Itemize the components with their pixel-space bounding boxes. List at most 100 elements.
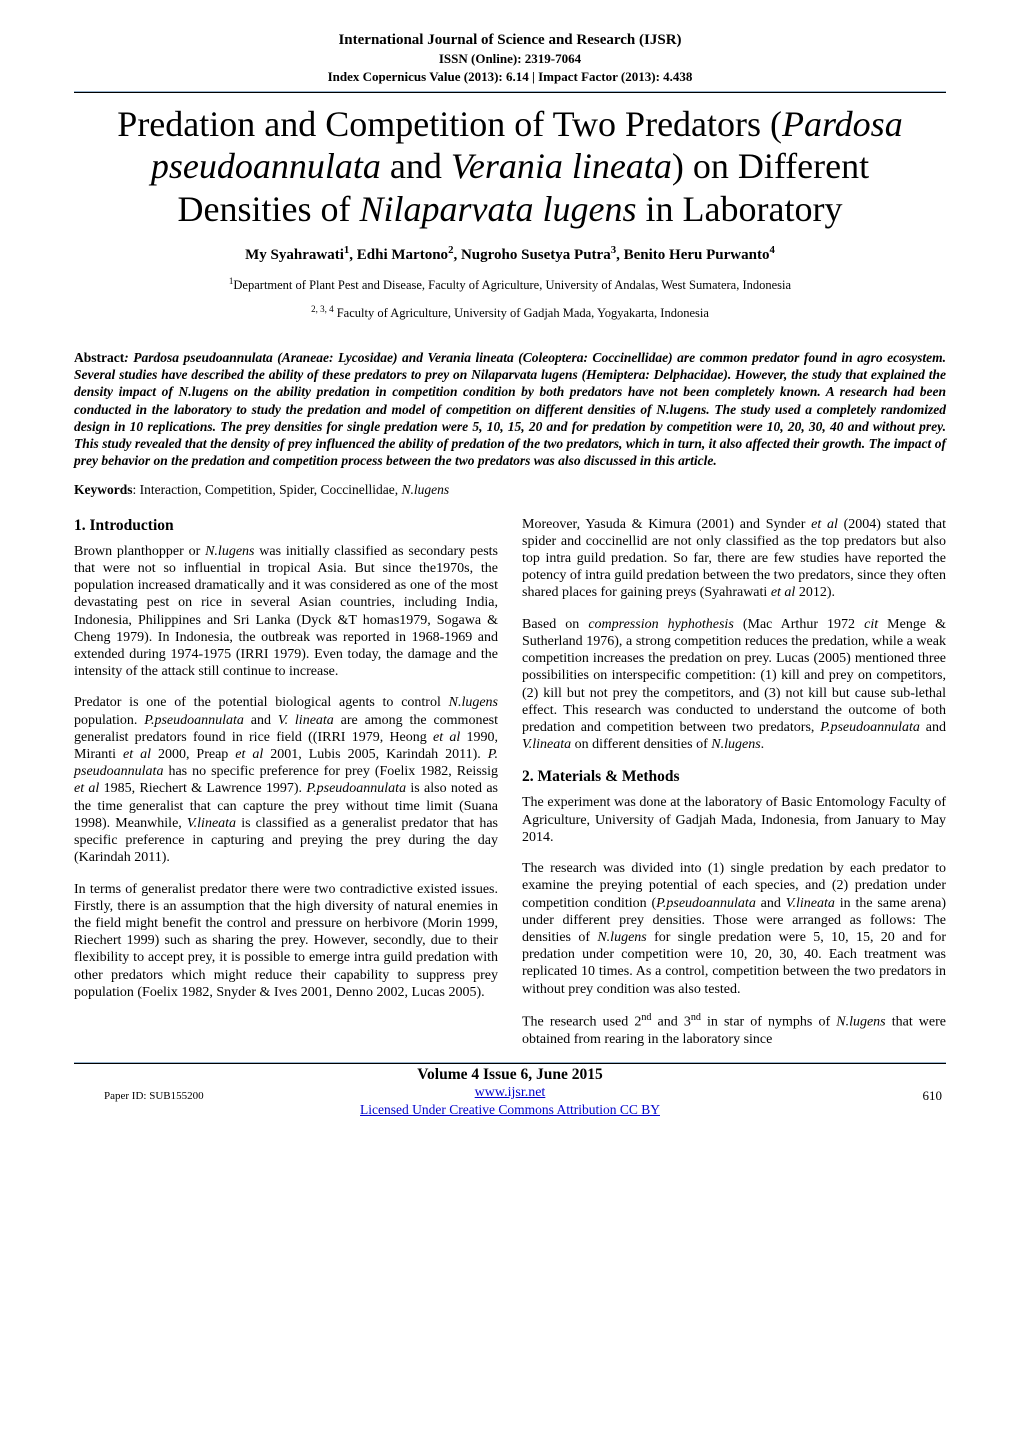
author-1: My Syahrawati	[245, 247, 344, 263]
authors-line: My Syahrawati1, Edhi Martono2, Nugroho S…	[74, 244, 946, 264]
body-text: The experiment was done at the laborator…	[522, 795, 946, 844]
term-text: cit	[864, 617, 878, 632]
author-affil-sup: 3	[611, 244, 616, 256]
header-rule-2	[74, 92, 946, 93]
species-2: Verania lineata	[451, 146, 672, 186]
body-text: on different densities of	[571, 737, 711, 752]
species-text: P.pseudoannulata	[656, 896, 756, 911]
body-text: population.	[74, 713, 144, 728]
paragraph: Based on compression hyphothesis (Mac Ar…	[522, 616, 946, 754]
author-4: Benito Heru Purwanto	[624, 247, 770, 263]
author-affil-sup: 2	[448, 244, 453, 256]
body-text: 1985, Riechert & Lawrence 1997).	[99, 781, 306, 796]
species-text: P.pseudoannulata	[306, 781, 406, 796]
body-columns: 1. Introduction Brown planthopper or N.l…	[74, 516, 946, 1048]
paragraph: Predator is one of the potential biologi…	[74, 694, 498, 866]
affil-text: Department of Plant Pest and Disease, Fa…	[233, 279, 791, 293]
body-text: (Mac Arthur 1972	[734, 617, 864, 632]
journal-header: International Journal of Science and Res…	[74, 32, 946, 85]
journal-metrics: Index Copernicus Value (2013): 6.14 | Im…	[74, 69, 946, 85]
body-text: and	[920, 720, 946, 735]
etal-text: et al	[123, 747, 151, 762]
author-affil-sup: 1	[344, 244, 349, 256]
body-text: Menge & Sutherland 1976), a strong compe…	[522, 617, 946, 735]
affil-text: Faculty of Agriculture, University of Ga…	[334, 306, 709, 320]
paragraph: The research used 2nd and 3nd in star of…	[522, 1012, 946, 1048]
body-text: Predator is one of the potential biologi…	[74, 695, 449, 710]
ordinal-sup: nd	[691, 1012, 701, 1023]
title-text: in Laboratory	[637, 189, 843, 229]
section-heading-introduction: 1. Introduction	[74, 516, 498, 535]
title-text: Predation and Competition of Two Predato…	[117, 104, 782, 144]
left-column: 1. Introduction Brown planthopper or N.l…	[74, 516, 498, 1048]
page-number: 610	[923, 1088, 943, 1104]
keywords-species: N.lugens	[402, 482, 450, 497]
species-text: V. lineata	[278, 713, 334, 728]
page-container: International Journal of Science and Res…	[0, 0, 1020, 1124]
body-text: The research used 2	[522, 1015, 641, 1030]
species-text: P.pseudoannulata	[144, 713, 244, 728]
author-affil-sup: 4	[769, 244, 774, 256]
abstract: Abstract: Pardosa pseudoannulata (Aranea…	[74, 349, 946, 470]
footer-rule-2	[74, 1063, 946, 1064]
species-text: N.lugens	[597, 930, 646, 945]
body-text: and	[756, 896, 786, 911]
abstract-label: Abstract	[74, 350, 124, 365]
abstract-body: : Pardosa pseudoannulata (Araneae: Lycos…	[74, 350, 946, 469]
body-text: .	[761, 737, 765, 752]
body-text: 2012).	[795, 585, 835, 600]
article-title: Predation and Competition of Two Predato…	[114, 103, 906, 230]
body-text: Based on	[522, 617, 588, 632]
affiliation-1: 1Department of Plant Pest and Disease, F…	[74, 276, 946, 293]
etal-text: et al	[811, 517, 838, 532]
species-text: N.lugens	[711, 737, 760, 752]
license-link[interactable]: Licensed Under Creative Commons Attribut…	[360, 1102, 660, 1117]
species-text: N.lugens	[836, 1015, 885, 1030]
journal-issn: ISSN (Online): 2319-7064	[74, 51, 946, 67]
species-text: V.lineata	[786, 896, 835, 911]
keywords-list: : Interaction, Competition, Spider, Cocc…	[133, 482, 402, 497]
paragraph: Brown planthopper or N.lugens was initia…	[74, 543, 498, 681]
body-text: was initially classified as secondary pe…	[74, 544, 498, 680]
body-text: 2001, Lubis 2005, Karindah 2011).	[263, 747, 488, 762]
body-text: In terms of generalist predator there we…	[74, 882, 498, 1000]
etal-text: et al	[74, 781, 99, 796]
page-footer: Volume 4 Issue 6, June 2015 www.ijsr.net…	[74, 1062, 946, 1104]
journal-url-link[interactable]: www.ijsr.net	[475, 1085, 546, 1100]
body-text: in star of nymphs of	[701, 1015, 836, 1030]
body-text: has no specific preference for prey (Foe…	[163, 764, 498, 779]
license-line: Licensed Under Creative Commons Attribut…	[74, 1102, 946, 1118]
etal-text: et al	[235, 747, 263, 762]
species-text: P.pseudoannulata	[820, 720, 920, 735]
body-text: Moreover, Yasuda & Kimura (2001) and Syn…	[522, 517, 811, 532]
journal-name: International Journal of Science and Res…	[74, 32, 946, 49]
species-text: N.lugens	[205, 544, 254, 559]
body-text: and 3	[651, 1015, 690, 1030]
body-text: Brown planthopper or	[74, 544, 205, 559]
keywords-label: Keywords	[74, 482, 133, 497]
paragraph: Moreover, Yasuda & Kimura (2001) and Syn…	[522, 516, 946, 602]
title-text: and	[381, 146, 451, 186]
species-text: V.lineata	[522, 737, 571, 752]
paragraph: The research was divided into (1) single…	[522, 860, 946, 998]
species-text: N.lugens	[449, 695, 498, 710]
species-3: Nilaparvata lugens	[360, 189, 637, 229]
volume-issue: Volume 4 Issue 6, June 2015	[74, 1066, 946, 1084]
paragraph: In terms of generalist predator there we…	[74, 881, 498, 1002]
body-text: 2000, Preap	[151, 747, 235, 762]
ordinal-sup: nd	[641, 1012, 651, 1023]
etal-text: et al	[771, 585, 796, 600]
term-text: compression hyphothesis	[588, 617, 733, 632]
affiliation-2: 2, 3, 4 Faculty of Agriculture, Universi…	[74, 304, 946, 321]
paper-id: Paper ID: SUB155200	[104, 1090, 204, 1102]
section-heading-methods: 2. Materials & Methods	[522, 767, 946, 786]
author-3: Nugroho Susetya Putra	[461, 247, 611, 263]
author-2: Edhi Martono	[357, 247, 448, 263]
species-text: V.lineata	[187, 816, 236, 831]
body-text: and	[244, 713, 278, 728]
affil-sup: 2, 3, 4	[311, 304, 334, 314]
right-column: Moreover, Yasuda & Kimura (2001) and Syn…	[522, 516, 946, 1048]
etal-text: et al	[433, 730, 460, 745]
paragraph: The experiment was done at the laborator…	[522, 794, 946, 846]
keywords: Keywords: Interaction, Competition, Spid…	[74, 482, 946, 498]
